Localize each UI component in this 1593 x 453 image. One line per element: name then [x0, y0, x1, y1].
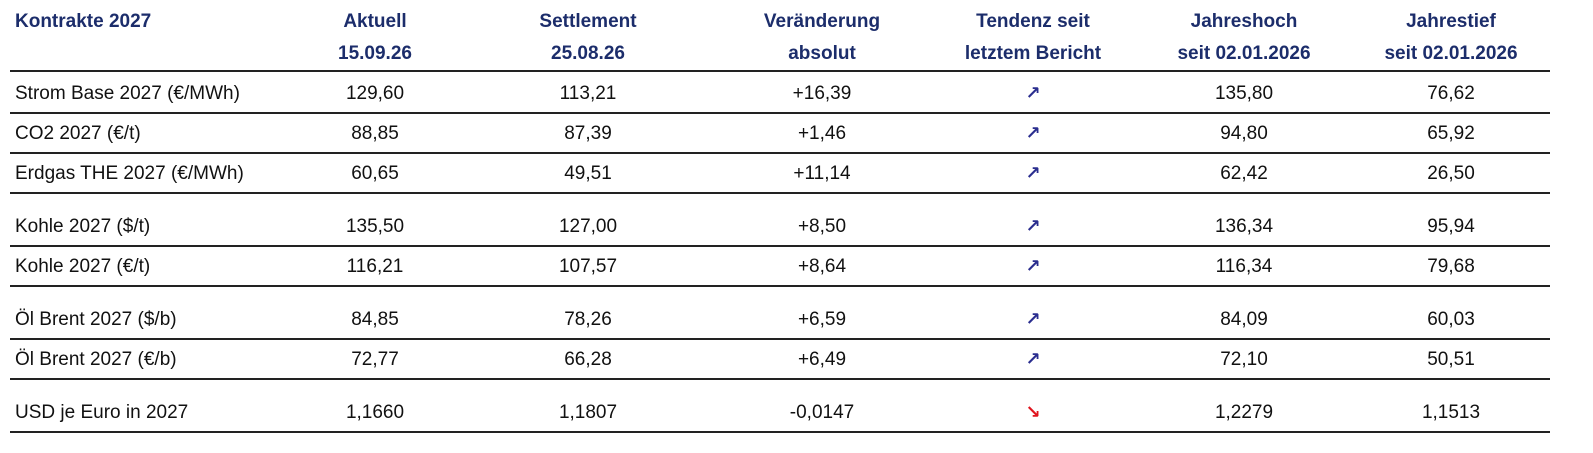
cell: 116,21 — [346, 256, 404, 277]
cell: 1,1660 — [345, 402, 405, 423]
trend-arrow: ↗ — [1025, 216, 1041, 237]
row-label: Öl Brent 2027 ($/b) — [15, 309, 177, 330]
row-rule — [10, 285, 1550, 287]
cell: 65,92 — [1427, 123, 1475, 144]
cell: 107,57 — [558, 256, 618, 277]
header-cell: seit 02.01.2026 — [1177, 43, 1311, 64]
cell: 60,65 — [351, 163, 399, 184]
row-label: CO2 2027 (€/t) — [15, 123, 141, 144]
cell: +6,49 — [797, 349, 847, 370]
row-rule — [10, 112, 1550, 114]
row-rule — [10, 431, 1550, 433]
cell: 78,26 — [564, 309, 612, 330]
header-cell: Jahrestief — [1406, 11, 1496, 32]
cell: 60,03 — [1427, 309, 1475, 330]
header-cell: 25.08.26 — [551, 43, 625, 64]
trend-arrow: ↗ — [1025, 309, 1041, 330]
cell: 84,09 — [1220, 309, 1268, 330]
row-rule — [10, 338, 1550, 340]
cell: 1,1513 — [1421, 402, 1481, 423]
cell: 49,51 — [564, 163, 612, 184]
row-label: USD je Euro in 2027 — [15, 402, 189, 423]
trend-arrow: ↗ — [1025, 83, 1041, 104]
row-rule — [10, 245, 1550, 247]
cell: -0,0147 — [789, 402, 855, 423]
row-label: Öl Brent 2027 (€/b) — [15, 349, 177, 370]
cell: 79,68 — [1427, 256, 1475, 277]
header-cell: Veränderung — [763, 11, 881, 32]
cell: 88,85 — [351, 123, 399, 144]
header-cell: Jahreshoch — [1190, 11, 1298, 32]
cell: +1,46 — [797, 123, 847, 144]
row-label: Kohle 2027 (€/t) — [15, 256, 151, 277]
cell: 129,60 — [345, 83, 405, 104]
cell: 95,94 — [1427, 216, 1475, 237]
cell: 127,00 — [558, 216, 618, 237]
trend-arrow: ↘ — [1025, 402, 1041, 423]
row-label: Strom Base 2027 (€/MWh) — [15, 83, 240, 104]
cell: 116,34 — [1215, 256, 1273, 277]
cell: 135,50 — [345, 216, 405, 237]
header-cell: seit 02.01.2026 — [1384, 43, 1518, 64]
header-cell: 15.09.26 — [338, 43, 412, 64]
trend-arrow: ↗ — [1025, 163, 1041, 184]
header-cell: Settlement — [539, 11, 637, 32]
header-cell: Kontrakte 2027 — [15, 11, 152, 32]
cell: +6,59 — [797, 309, 847, 330]
trend-arrow: ↗ — [1025, 123, 1041, 144]
cell: 1,2279 — [1214, 402, 1274, 423]
trend-arrow: ↗ — [1025, 349, 1041, 370]
cell: 50,51 — [1427, 349, 1475, 370]
header-cell: absolut — [788, 43, 856, 64]
trend-arrow: ↗ — [1025, 256, 1041, 277]
cell: +8,64 — [797, 256, 847, 277]
cell: 87,39 — [564, 123, 612, 144]
cell: 135,80 — [1214, 83, 1274, 104]
cell: 113,21 — [559, 83, 617, 104]
cell: 72,77 — [351, 349, 399, 370]
row-rule — [10, 378, 1550, 380]
cell: 76,62 — [1427, 83, 1475, 104]
cell: 94,80 — [1220, 123, 1268, 144]
cell: 62,42 — [1220, 163, 1268, 184]
cell: 136,34 — [1214, 216, 1274, 237]
cell: +16,39 — [792, 83, 852, 104]
cell: 26,50 — [1427, 163, 1475, 184]
header-cell: Aktuell — [343, 11, 407, 32]
cell: 1,1807 — [558, 402, 618, 423]
header-cell: Tendenz seit — [976, 11, 1090, 32]
header-rule — [10, 70, 1550, 72]
row-rule — [10, 192, 1550, 194]
cell: 66,28 — [564, 349, 612, 370]
cell: 72,10 — [1220, 349, 1268, 370]
header-cell: letztem Bericht — [964, 43, 1102, 64]
cell: +11,14 — [793, 163, 851, 184]
row-label: Kohle 2027 ($/t) — [15, 216, 151, 237]
row-rule — [10, 152, 1550, 154]
cell: +8,50 — [797, 216, 847, 237]
row-label: Erdgas THE 2027 (€/MWh) — [15, 163, 244, 184]
cell: 84,85 — [351, 309, 399, 330]
